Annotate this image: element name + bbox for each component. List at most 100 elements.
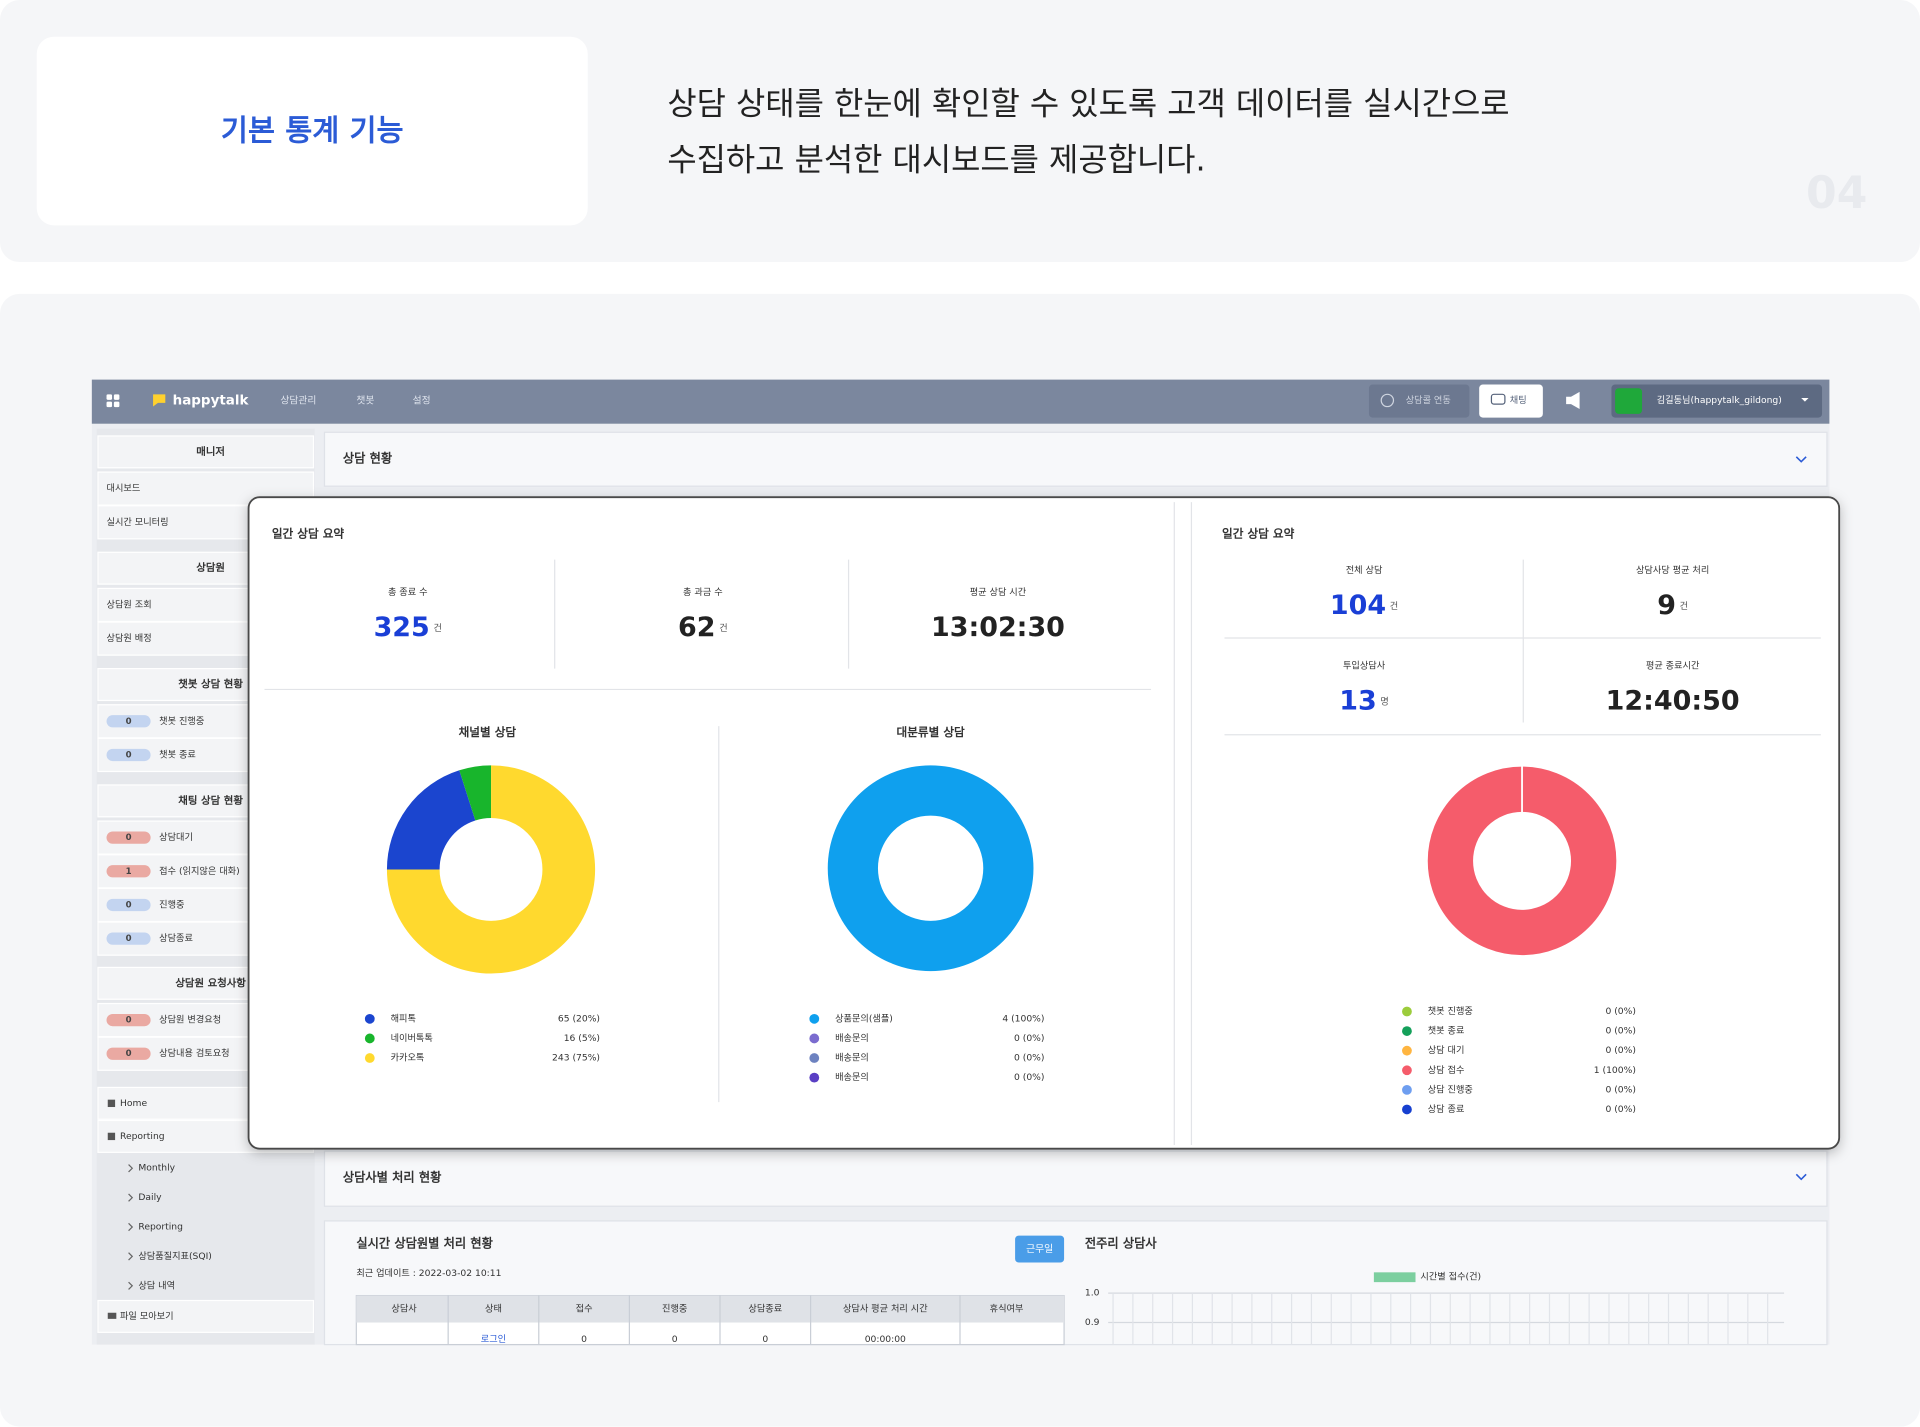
stat-value: 13 명 [1339,685,1389,716]
sidebar-group-title: 상담원 요청사항 [175,976,246,989]
section-title: 상담사별 처리 현황 [343,1170,442,1185]
stat-unit: 건 [719,623,727,634]
legend-name: 해피톡 [391,1012,416,1024]
chevron [128,1164,134,1173]
stat-number: 12:40:50 [1606,685,1740,716]
sidebar-item-label: 상담원 변경요청 [159,1014,221,1026]
stat-unit: 명 [1380,696,1388,707]
menu-item[interactable]: 챗봇 [356,394,374,406]
stat-number: 9 [1657,590,1676,621]
column-header: 진행중 [662,1303,687,1315]
legend-value: 0 (0%) [1605,1084,1635,1095]
chevron [128,1193,134,1202]
nav-icon [107,1099,116,1108]
count-badge [106,865,151,878]
subnav-label[interactable]: Daily [138,1192,162,1203]
column-header: 상담사 평균 처리 시간 [843,1303,928,1315]
stat-number: 13:02:30 [931,612,1065,643]
stat-value: 325 건 [374,612,442,643]
subnav-label[interactable]: Monthly [138,1163,175,1174]
count-value: 0 [126,750,132,760]
legend-value: 0 (0%) [1605,1006,1635,1017]
legend-value: 65 (20%) [558,1013,600,1024]
legend-value: 0 (0%) [1014,1053,1044,1064]
sidebar-item-label: 상담대기 [159,831,193,843]
stat-label: 전체 상담 [1346,564,1383,576]
legend-label: 시간별 접수(건) [1420,1271,1481,1283]
menu-item[interactable]: 상담관리 [280,394,316,406]
sidebar-item-label: 대시보드 [107,483,141,494]
section-header[interactable] [323,1150,1828,1207]
legend-dot [809,1033,820,1044]
card-title: 일간 상담 요약 [272,526,345,540]
user-name: 김길동님(happytalk_gildong) [1657,394,1782,406]
workday-button[interactable] [1015,1235,1065,1263]
stat-number: 62 [678,612,715,643]
legend-dot [1402,1065,1412,1076]
sidebar-group-title: 매니저 [196,445,225,458]
nav-icon [107,1132,116,1141]
legend-dot [364,1033,375,1044]
sidebar-group-header [97,435,315,469]
legend-value: 0 (0%) [1605,1045,1635,1056]
chevron [128,1252,134,1261]
user-menu[interactable] [1611,384,1823,418]
update-time: 최근 업데이트 : 2022-03-02 10:11 [356,1267,501,1279]
sidebar-item-label: 상담내용 검토요청 [159,1047,229,1059]
count-badge [106,715,151,728]
column-header: 상담종료 [748,1303,782,1315]
legend-value: 0 (0%) [1014,1072,1044,1083]
table-header [356,1295,1065,1323]
legend-name: 네이버톡톡 [391,1033,433,1044]
apps-icon [106,394,113,400]
legend-dot [809,1053,820,1063]
legend-dot [809,1072,820,1083]
legend-dot [1402,1006,1412,1017]
legend-dot [1402,1084,1412,1095]
nav-label: Home [120,1098,147,1109]
legend-value: 0 (0%) [1014,1033,1044,1044]
subnav-label[interactable]: 상담 내역 [138,1279,175,1291]
legend-dot [1402,1045,1412,1056]
column-header: 상담사 [391,1303,417,1315]
title-box [36,36,588,226]
stat-label: 평균 상담 시간 [970,586,1027,598]
y-tick-label: 0.9 [1085,1317,1100,1328]
table-cell: 로그인 [481,1334,506,1345]
logo: happytalk [173,393,250,408]
chart-title: 대분류별 상담 [897,725,966,739]
legend-name: 챗봇 종료 [1428,1025,1465,1037]
stat-value: 104 건 [1330,590,1398,621]
call-icon [1380,393,1395,408]
subnav-label[interactable]: Reporting [138,1222,183,1233]
feature-title: 기본 통계 기능 [221,114,404,148]
subnav-label[interactable]: 상담품질지표(SQI) [138,1250,212,1262]
menu-item[interactable]: 설정 [413,394,431,406]
dropdown-caret [1801,397,1809,402]
sidebar-item-label: 상담종료 [159,932,193,944]
count-badge [106,1047,151,1060]
stat-number: 104 [1330,590,1386,621]
table-cell: 00:00:00 [865,1334,906,1345]
call-button[interactable] [1368,384,1470,418]
count-value: 0 [126,1049,132,1059]
button-label: 근무일 [1026,1243,1053,1255]
legend-dot [1402,1104,1412,1115]
stat-label: 투입상담사 [1343,660,1386,672]
stat-number: 13 [1339,685,1376,716]
column-header: 휴식여부 [990,1303,1024,1315]
donut-segment [386,765,596,974]
stat-value: 12:40:50 [1606,685,1740,716]
legend-value: 0 (0%) [1605,1104,1635,1115]
stat-label: 총 종료 수 [388,587,428,598]
legend-name: 상품문의(샘플) [835,1013,893,1024]
stat-label: 총 과금 수 [683,587,723,598]
chat-button[interactable] [1479,384,1543,418]
count-badge [106,898,151,912]
summary-card [247,496,1841,1150]
nav-item[interactable] [97,1299,315,1333]
section-header[interactable] [323,431,1828,487]
donut-segment [386,765,596,974]
panel-title: 실시간 상담원별 처리 현황 [356,1236,493,1251]
